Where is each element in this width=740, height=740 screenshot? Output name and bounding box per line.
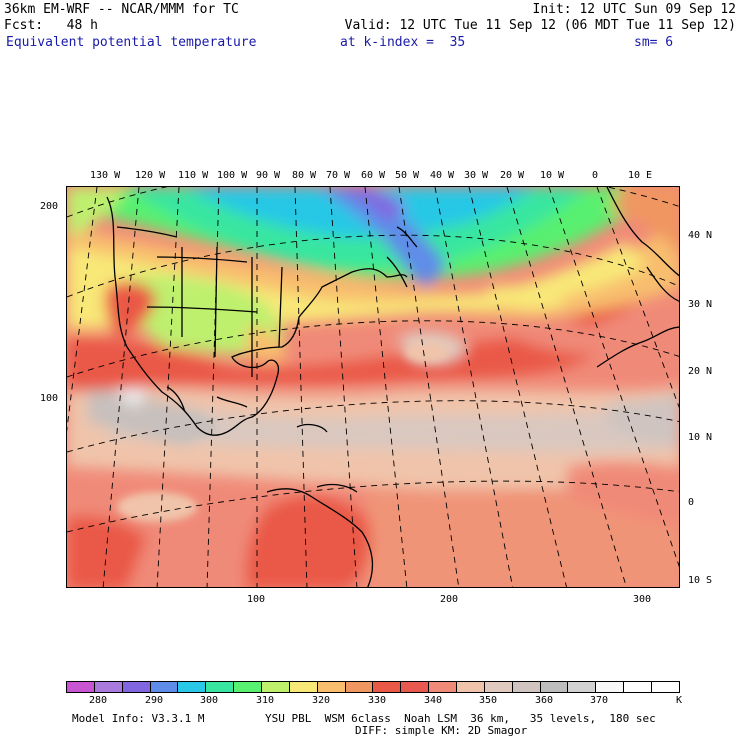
grid-y-label: 100 — [40, 393, 59, 404]
colorbar-swatch — [67, 682, 95, 692]
colorbar-swatch — [234, 682, 263, 692]
colorbar-tick: 320 — [312, 695, 331, 706]
colorbar-swatch — [150, 682, 179, 692]
colorbar-swatch — [345, 682, 374, 692]
grid-x-label: 100 — [247, 594, 266, 605]
colorbar-swatch — [206, 682, 235, 692]
init-time: Init: 12 UTC Sun 09 Sep 12 — [532, 2, 737, 17]
colorbar-tick: 360 — [535, 695, 554, 706]
smoothing-indicator: sm= 6 — [634, 35, 674, 50]
colorbar-swatch — [122, 682, 151, 692]
graticule — [67, 187, 679, 587]
lon-label: 90 W — [256, 170, 281, 181]
valid-time: Valid: 12 UTC Tue 11 Sep 12 (06 MDT Tue … — [344, 18, 736, 33]
lon-label: 10 E — [628, 170, 653, 181]
lat-label: 30 N — [688, 299, 713, 310]
colorbar-swatch — [484, 682, 513, 692]
lon-label: 130 W — [90, 170, 121, 181]
theta-e-map — [67, 187, 679, 587]
lon-label: 50 W — [395, 170, 420, 181]
colorbar-swatch — [317, 682, 346, 692]
grid-x-label: 200 — [440, 594, 459, 605]
lon-label: 20 W — [500, 170, 525, 181]
colorbar-swatch — [262, 682, 290, 692]
lon-label: 70 W — [326, 170, 351, 181]
colorbar-tick: 330 — [368, 695, 387, 706]
colorbar-swatch — [596, 682, 625, 692]
colorbar-swatch — [373, 682, 402, 692]
colorbar-swatch — [624, 682, 653, 692]
model-title: 36km EM-WRF -- NCAR/MMM for TC — [4, 2, 239, 17]
physics-line-2: DIFF: simple KM: 2D Smagor — [355, 724, 528, 737]
lat-label: 40 N — [688, 230, 713, 241]
lon-label: 80 W — [292, 170, 317, 181]
lon-label: 110 W — [178, 170, 209, 181]
lon-label: 120 W — [135, 170, 166, 181]
grid-x-label: 300 — [633, 594, 652, 605]
lon-label: 60 W — [361, 170, 386, 181]
lon-label: 30 W — [464, 170, 489, 181]
colorbar-swatch — [540, 682, 569, 692]
lon-label: 40 W — [430, 170, 455, 181]
field-detail — [117, 342, 577, 537]
colorbar-tick: 290 — [145, 695, 164, 706]
colorbar-swatch — [457, 682, 485, 692]
level-indicator: at k-index = 35 — [340, 35, 466, 50]
lon-label: 10 W — [540, 170, 565, 181]
lat-label: 20 N — [688, 366, 713, 377]
field-name: Equivalent potential temperature — [6, 35, 257, 50]
colorbar-tick: 300 — [200, 695, 219, 706]
lon-label: 0 — [592, 170, 599, 181]
colorbar-swatch — [178, 682, 207, 692]
lat-label: 0 — [688, 497, 695, 508]
coastlines — [106, 187, 679, 587]
colorbar-unit: K — [676, 695, 683, 706]
colorbar-tick: 350 — [479, 695, 498, 706]
physics-line-1: YSU PBL WSM 6class Noah LSM 36 km, 35 le… — [265, 712, 656, 725]
lon-label: 100 W — [217, 170, 248, 181]
model-info: Model Info: V3.3.1 M — [72, 712, 205, 725]
colorbar — [66, 681, 680, 693]
colorbar-swatch — [568, 682, 597, 692]
colorbar-tick: 340 — [424, 695, 443, 706]
map-panel — [66, 186, 680, 588]
field-shading — [67, 187, 679, 587]
colorbar-swatch — [94, 682, 123, 692]
forecast-hour: Fcst: 48 h — [4, 18, 98, 33]
colorbar-swatch — [401, 682, 430, 692]
colorbar-tick: 310 — [256, 695, 275, 706]
colorbar-swatch — [652, 682, 679, 692]
colorbar-swatch — [289, 682, 318, 692]
colorbar-tick: 280 — [89, 695, 108, 706]
lat-label: 10 N — [688, 432, 713, 443]
colorbar-swatch — [429, 682, 458, 692]
colorbar-tick: 370 — [590, 695, 609, 706]
colorbar-swatch — [512, 682, 541, 692]
grid-y-label: 200 — [40, 201, 59, 212]
lat-label: 10 S — [688, 575, 713, 586]
